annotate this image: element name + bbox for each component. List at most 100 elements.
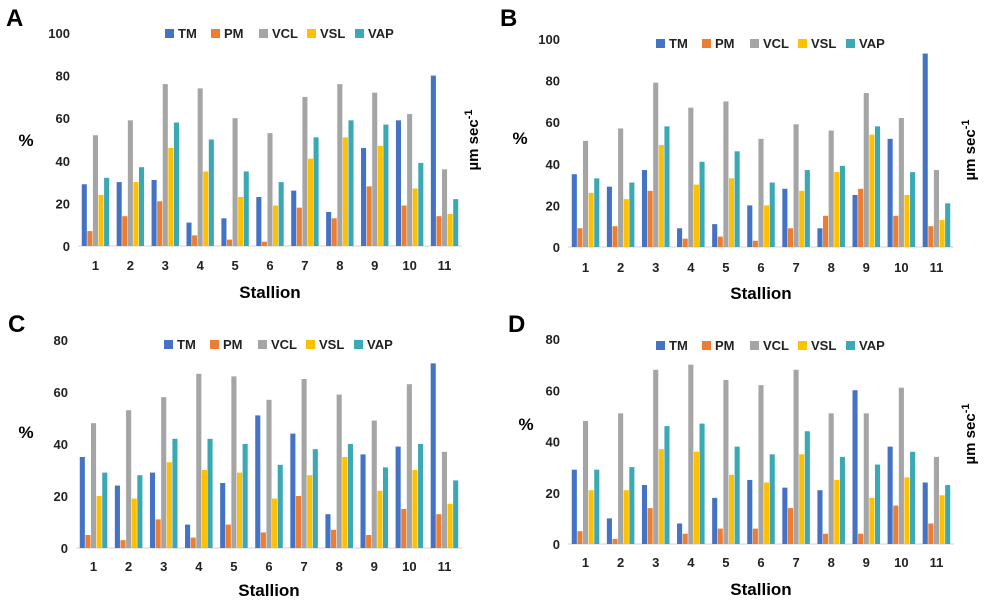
y-axis-label: % [18, 423, 33, 442]
bar-vcl-5 [723, 101, 729, 248]
legend-label-vsl: VSL [811, 36, 836, 51]
bar-tm-7 [290, 433, 296, 548]
bar-vsl-3 [658, 449, 664, 544]
bar-vcl-4 [196, 373, 202, 548]
bar-vsl-6 [272, 498, 278, 548]
bar-tm-10 [395, 446, 401, 548]
bar-vcl-2 [127, 120, 133, 246]
bar-tm-8 [326, 211, 332, 246]
bar-vap-6 [278, 182, 284, 246]
legend-label-vcl: VCL [763, 36, 789, 51]
bar-vap-9 [874, 464, 881, 544]
secondary-y-axis-label-exponent: -1 [463, 110, 475, 120]
bar-pm-3 [647, 508, 653, 545]
bar-pm-2 [120, 540, 126, 548]
bar-vap-8 [839, 165, 845, 247]
secondary-y-axis-label-exponent: -1 [960, 120, 972, 130]
legend-label-vap: VAP [859, 36, 885, 51]
secondary-y-axis-label: µm sec-1 [463, 110, 482, 171]
secondary-y-axis-label-exponent: -1 [960, 404, 972, 414]
bar-pm-1 [87, 231, 93, 246]
x-tick-label: 9 [371, 559, 378, 574]
bar-vap-4 [699, 423, 705, 544]
legend: TM PM VCL VSL VAP [656, 36, 885, 51]
bar-tm-5 [220, 483, 226, 548]
y-tick-label: 100 [48, 26, 70, 41]
bar-pm-6 [752, 528, 758, 545]
bar-vsl-8 [834, 172, 840, 247]
bar-vap-3 [664, 426, 670, 545]
bar-tm-3 [641, 170, 648, 247]
bar-pm-10 [893, 505, 899, 544]
legend-swatch-vap [846, 39, 855, 48]
y-tick-label: 20 [546, 486, 560, 501]
x-tick-label: 3 [652, 260, 659, 275]
x-tick-label: 10 [894, 260, 908, 275]
secondary-y-axis-label-text: µm sec [465, 119, 482, 170]
bar-vsl-11 [939, 219, 945, 247]
bar-vcl-10 [898, 118, 904, 247]
bar-vsl-7 [307, 475, 313, 548]
x-tick-label: 7 [792, 260, 799, 275]
bar-vap-4 [207, 438, 213, 548]
bar-tm-9 [852, 195, 858, 247]
bar-tm-9 [360, 454, 366, 548]
y-tick-label: 0 [553, 537, 560, 552]
bar-vap-1 [102, 472, 108, 548]
legend-label-vcl: VCL [271, 337, 297, 352]
legend-swatch-vsl [798, 341, 807, 350]
y-tick-label: 60 [546, 115, 560, 130]
legend-label-vap: VAP [367, 337, 393, 352]
y-tick-label: 40 [56, 154, 70, 169]
legend-swatch-vsl [306, 340, 315, 349]
bar-vsl-7 [307, 158, 314, 246]
bar-pm-5 [225, 524, 231, 548]
bar-pm-5 [717, 236, 723, 247]
bar-vsl-3 [658, 145, 664, 247]
y-tick-label: 20 [546, 198, 560, 213]
bar-pm-7 [295, 496, 302, 548]
y-axis-label: % [512, 129, 527, 148]
bar-pm-8 [823, 533, 829, 544]
bar-vap-7 [313, 137, 319, 246]
bar-vap-11 [453, 199, 459, 246]
bar-tm-11 [430, 75, 436, 246]
bar-vap-3 [173, 122, 179, 246]
x-tick-label: 9 [863, 555, 870, 570]
x-axis-label: Stallion [730, 580, 791, 599]
legend-swatch-tm [656, 39, 665, 48]
bar-vap-1 [594, 469, 600, 544]
bar-pm-9 [858, 533, 864, 544]
legend-swatch-pm [702, 341, 711, 350]
legend-swatch-vsl [307, 29, 316, 38]
bar-pm-11 [436, 216, 442, 246]
bar-vcl-3 [653, 82, 659, 248]
bar-tm-3 [149, 472, 156, 548]
bar-vap-6 [277, 464, 283, 548]
x-tick-label: 11 [438, 559, 452, 574]
bar-vsl-1 [98, 194, 104, 246]
x-tick-label: 1 [90, 559, 97, 574]
legend: TM PM VCL VSL VAP [656, 338, 885, 353]
bar-vap-4 [699, 161, 705, 247]
bar-tm-11 [430, 363, 436, 548]
y-tick-label: 100 [538, 32, 560, 47]
bar-pm-3 [155, 519, 161, 548]
bar-vcl-9 [863, 93, 869, 247]
bar-pm-7 [787, 508, 794, 545]
chart-panel-c: C 0 20 40 60 80 1 2 3 4 5 6 7 8 9 10 11 Stallion% TM PM VCL V… [8, 311, 462, 600]
bar-tm-7 [291, 190, 297, 246]
bar-pm-10 [401, 205, 407, 246]
bar-tm-1 [79, 457, 85, 548]
bar-pm-10 [401, 509, 407, 548]
x-tick-label: 3 [162, 258, 169, 273]
x-tick-label: 6 [265, 559, 272, 574]
bar-pm-8 [331, 529, 337, 548]
bar-vap-8 [347, 444, 353, 548]
legend-swatch-vap [355, 29, 364, 38]
secondary-y-axis-label-text: µm sec [962, 413, 979, 464]
bar-vap-2 [137, 475, 143, 548]
bar-vsl-8 [342, 457, 348, 548]
bar-tm-11 [922, 482, 928, 544]
